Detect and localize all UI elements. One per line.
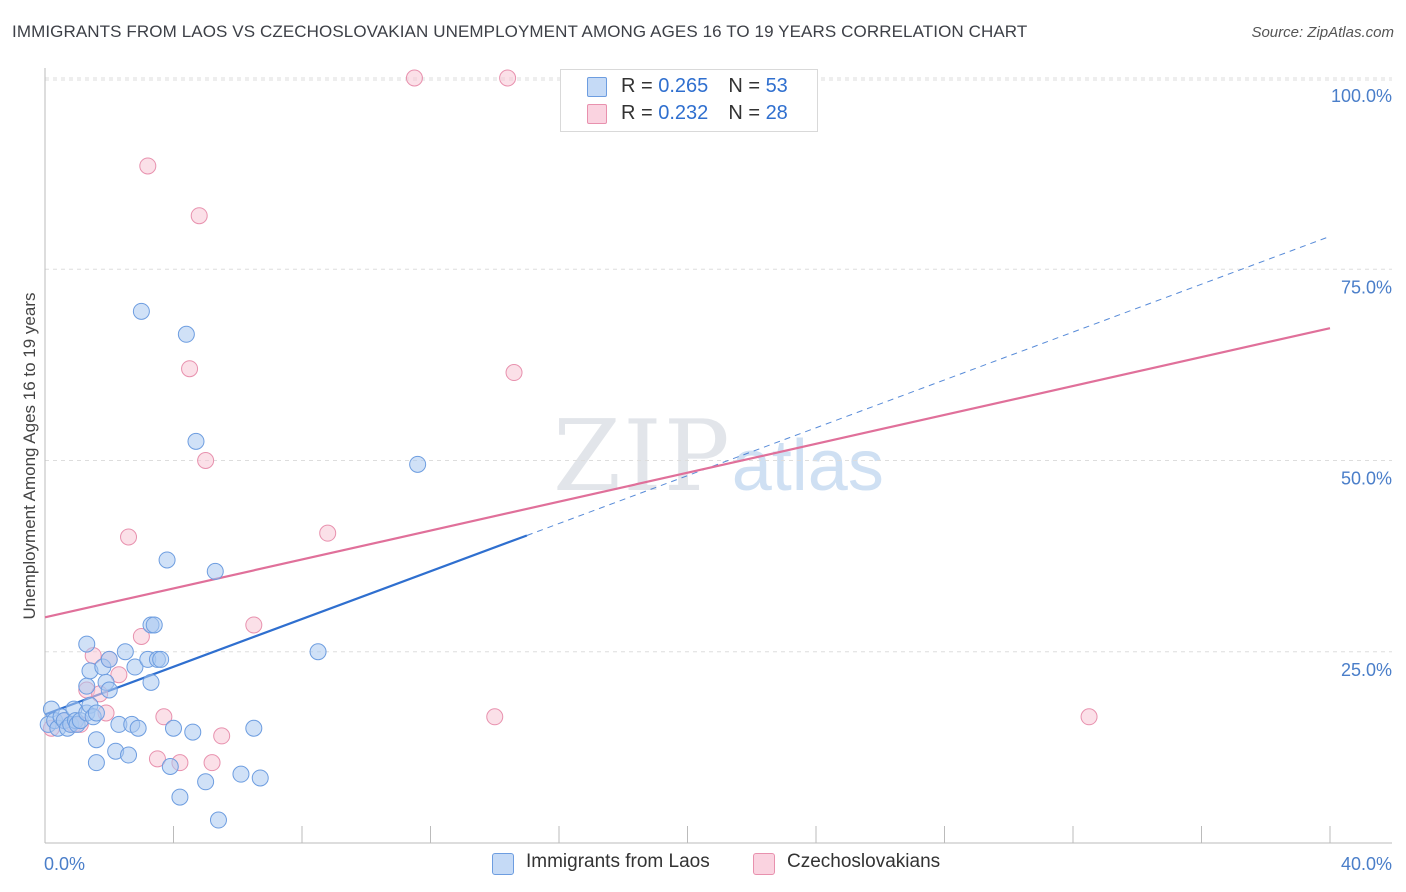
trend-lines <box>44 235 1331 716</box>
point-czech <box>155 708 173 726</box>
point-laos <box>251 769 269 787</box>
point-laos <box>120 746 138 764</box>
bottom-legend-swatch-laos <box>492 853 514 875</box>
point-czech <box>190 207 208 225</box>
tick-labels: 25.0% 50.0% 75.0% 100.0% 0.0% 40.0% Unemployme… <box>20 86 1392 874</box>
watermark: ZIPatlas <box>553 400 884 514</box>
legend-n-value: 28 <box>765 102 788 124</box>
point-laos <box>409 455 427 473</box>
point-czech <box>213 727 231 745</box>
point-laos <box>158 551 176 569</box>
point-czech <box>132 627 150 645</box>
point-laos <box>100 681 118 699</box>
legend-n-label: N = <box>728 75 766 97</box>
watermark-atlas: atlas <box>731 426 884 506</box>
point-czech <box>120 528 138 546</box>
watermark-zip: ZIP <box>553 400 732 514</box>
point-czech <box>505 364 523 382</box>
y-tick-label: 100.0% <box>1331 86 1392 106</box>
point-laos <box>187 432 205 450</box>
point-laos <box>309 643 327 661</box>
point-laos <box>78 635 96 653</box>
legend-r-label: R = <box>621 102 659 124</box>
bottom-legend-label-laos: Immigrants from Laos <box>526 851 710 872</box>
y-axis-title: Unemployment Among Ages 16 to 19 years <box>20 293 39 620</box>
legend-n-label: N = <box>728 102 766 124</box>
point-czech <box>405 69 423 87</box>
legend-swatch-czech <box>587 104 607 124</box>
legend-n-value: 53 <box>765 75 788 97</box>
point-laos <box>206 562 224 580</box>
y-tick-label: 25.0% <box>1341 660 1392 680</box>
chart-title: IMMIGRANTS FROM LAOS VS CZECHOSLOVAKIAN … <box>12 22 1028 41</box>
point-laos <box>209 811 227 829</box>
point-czech <box>110 666 128 684</box>
point-czech <box>148 750 166 768</box>
point-laos <box>87 704 105 722</box>
bottom-legend-swatch-czech <box>753 853 775 875</box>
point-laos <box>142 673 160 691</box>
point-laos <box>165 719 182 737</box>
point-czech <box>486 708 504 726</box>
point-laos <box>87 731 105 749</box>
y-tick-label: 75.0% <box>1341 277 1392 297</box>
point-laos <box>87 754 105 772</box>
point-czech <box>197 452 215 469</box>
legend-r-value: 0.265 <box>658 75 709 97</box>
point-laos <box>171 788 189 806</box>
legend-r-label: R = <box>621 75 659 97</box>
x-tick-label: 0.0% <box>44 854 85 874</box>
data-points <box>39 69 1098 829</box>
point-czech <box>245 616 263 634</box>
point-laos <box>152 650 170 668</box>
trend-line-laos <box>44 534 528 716</box>
point-czech <box>319 524 337 542</box>
point-laos <box>78 677 96 695</box>
point-laos <box>245 719 263 737</box>
legend-r-value: 0.232 <box>658 102 709 124</box>
point-laos <box>184 723 202 741</box>
point-laos <box>197 773 215 791</box>
point-czech <box>203 754 221 772</box>
point-laos <box>126 658 144 676</box>
point-czech <box>499 69 517 87</box>
point-czech <box>181 360 199 378</box>
source-label: Source: ZipAtlas.com <box>1251 24 1394 41</box>
point-laos <box>145 616 163 634</box>
point-laos <box>132 302 150 320</box>
correlation-legend: R = 0.265 N = 53 R = 0.232 N = 28 <box>560 69 818 132</box>
point-laos <box>129 719 147 737</box>
point-laos <box>100 650 118 668</box>
trend-line-czech <box>44 327 1331 619</box>
point-czech <box>1080 708 1098 726</box>
trend-line-laos-extension <box>526 235 1331 536</box>
bottom-legend-label-czech: Czechoslovakians <box>787 851 941 872</box>
x-tick-label: 40.0% <box>1341 854 1392 874</box>
grid-lines <box>45 77 1392 653</box>
point-laos <box>161 758 179 775</box>
point-laos <box>177 325 195 343</box>
legend-swatch-laos <box>587 77 607 97</box>
point-laos <box>116 643 134 661</box>
point-laos <box>232 765 250 783</box>
y-tick-label: 50.0% <box>1341 469 1392 489</box>
point-czech <box>139 157 157 175</box>
